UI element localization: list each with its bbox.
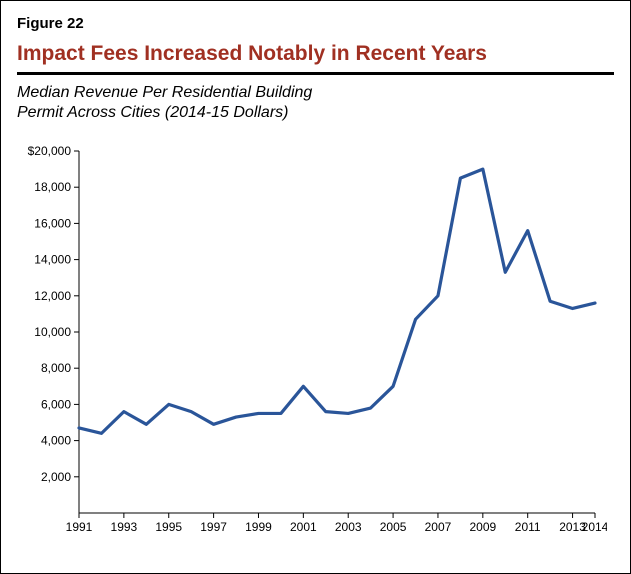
y-tick-label: 10,000 [34, 325, 71, 339]
figure-label: Figure 22 [17, 15, 614, 32]
x-tick-label: 1997 [200, 520, 227, 534]
chart-area: 2,000 4,000 6,000 8,000 10,000 12,000 14,000 16… [17, 141, 614, 541]
x-tick-label: 1991 [66, 520, 93, 534]
y-tick-label: 6,000 [41, 397, 71, 411]
y-tick-label: 8,000 [41, 361, 71, 375]
x-tick-label: 2003 [335, 520, 362, 534]
x-tick-label: 2005 [380, 520, 407, 534]
x-tick-label: 2011 [515, 520, 541, 534]
x-tick-label: 2001 [290, 520, 317, 534]
x-tick-label: 2007 [425, 520, 452, 534]
figure-subtitle: Median Revenue Per Residential Building … [17, 83, 614, 123]
title-rule [17, 72, 614, 75]
y-tick-label: 12,000 [34, 289, 71, 303]
series-line [79, 169, 595, 433]
x-tick-label: 2014 [582, 520, 607, 534]
y-tick-label: 2,000 [41, 470, 71, 484]
x-tick-label: 1993 [111, 520, 138, 534]
y-tick-label: 4,000 [41, 434, 71, 448]
subtitle-line-1: Median Revenue Per Residential Building [17, 84, 312, 101]
x-tick-label: 1999 [245, 520, 272, 534]
y-tick-label: 14,000 [34, 253, 71, 267]
y-tick-label: 18,000 [34, 180, 71, 194]
x-tick-label: 1995 [155, 520, 182, 534]
y-tick-label: $20,000 [28, 144, 72, 158]
x-tick-label: 2009 [469, 520, 496, 534]
subtitle-line-2: Permit Across Cities (2014-15 Dollars) [17, 104, 288, 121]
line-chart: 2,000 4,000 6,000 8,000 10,000 12,000 14,000 16… [17, 141, 607, 541]
figure-container: Figure 22 Impact Fees Increased Notably … [0, 0, 631, 574]
y-tick-label: 16,000 [34, 216, 71, 230]
figure-title: Impact Fees Increased Notably in Recent … [17, 42, 614, 66]
